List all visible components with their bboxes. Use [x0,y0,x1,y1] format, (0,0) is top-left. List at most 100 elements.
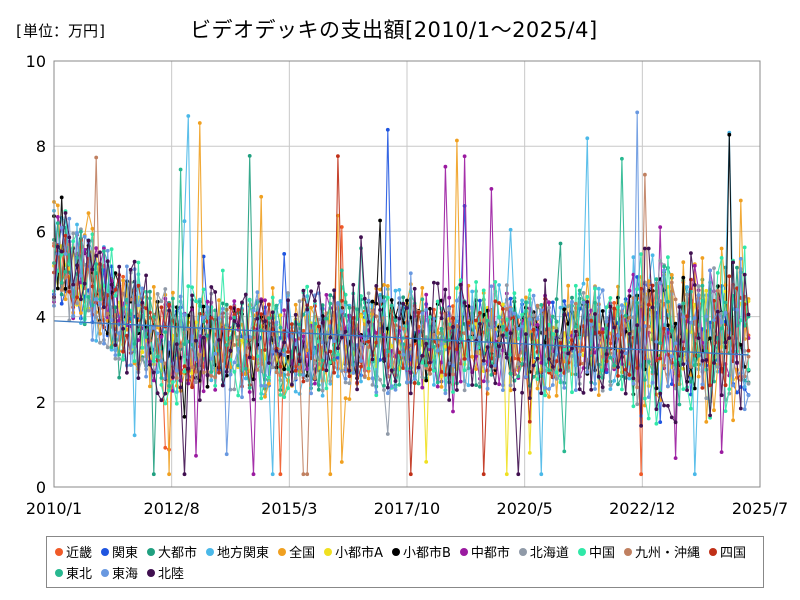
data-point [263,384,267,388]
data-point [531,293,536,298]
data-point [742,407,747,412]
data-point [190,385,195,390]
data-point [267,316,271,320]
data-point [251,397,256,402]
legend-item: 中国 [577,541,615,562]
data-point [366,366,371,371]
data-point [643,378,647,382]
data-point [677,357,682,362]
legend-item: 中都市 [459,541,510,562]
data-point [359,314,363,319]
data-point [451,409,455,414]
data-point [731,383,735,388]
data-point [497,336,501,341]
data-point [263,298,267,303]
data-point [366,376,371,381]
data-point [462,300,467,305]
data-point [236,393,241,398]
data-point [654,358,659,363]
data-point [689,320,693,325]
data-point [109,318,114,323]
data-point [167,384,172,388]
data-point [232,343,237,347]
legend-label: 小都市B [402,546,451,561]
data-point [194,338,198,343]
data-point [98,340,102,345]
data-point [520,298,524,303]
data-point [474,383,478,387]
data-point [290,322,294,326]
data-point [301,373,306,377]
data-point [685,285,689,289]
legend-item: 全国 [278,541,315,562]
data-point [570,299,574,304]
data-point [267,302,271,307]
data-point [121,278,125,283]
data-point [700,358,705,363]
data-point [554,319,559,324]
data-point [59,195,64,200]
data-point [247,386,252,390]
data-point [194,453,198,458]
data-point [328,349,333,354]
data-point [593,300,597,305]
data-point [209,374,214,378]
data-point [631,381,636,386]
data-point [121,326,125,331]
data-point [343,380,348,385]
data-point [194,370,198,374]
data-point [666,299,670,304]
data-point [573,324,578,329]
data-point [466,383,471,388]
legend-label: 北陸 [158,567,185,582]
data-point [305,472,310,477]
data-point [190,285,195,290]
data-point [581,300,586,305]
legend-label: 近畿 [66,546,93,561]
data-point [201,389,206,394]
data-point [351,282,356,287]
data-point [113,356,118,361]
data-point [374,393,379,398]
data-point [462,368,467,373]
data-point [524,300,528,305]
data-point [585,300,590,304]
data-point [389,303,394,308]
data-point [94,253,99,258]
data-point [178,167,183,172]
data-point [86,238,91,243]
data-point [71,314,76,319]
data-point [385,391,390,396]
data-point [727,132,732,137]
data-point [186,114,191,118]
series-layer [52,110,751,477]
data-point [347,381,352,386]
data-point [608,355,613,360]
data-point [735,265,739,270]
data-point [512,291,517,296]
data-point [347,397,352,401]
data-point [328,379,333,383]
data-point [305,367,310,371]
data-point [132,342,137,346]
legend-label: 中国 [588,546,615,561]
data-point [59,225,64,230]
data-point [623,313,628,318]
data-point [59,252,64,257]
legend-item: 大都市 [147,541,197,562]
data-point [443,391,448,396]
data-point [689,379,693,384]
data-point [224,302,229,307]
data-point [573,301,578,306]
data-point [359,364,363,369]
legend-marker-icon [459,547,468,556]
data-point [531,313,536,318]
y-tick-label: 0 [36,478,46,497]
data-point [240,300,244,305]
data-point [290,334,294,339]
data-point [408,289,413,294]
data-point [374,340,379,345]
data-point [94,315,99,319]
data-point [82,281,87,286]
data-point [662,268,666,273]
